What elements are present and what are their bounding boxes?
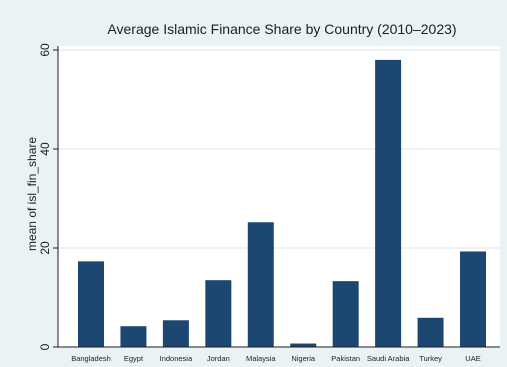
bar-saudi-arabia bbox=[375, 59, 402, 348]
x-category-label: Nigeria bbox=[291, 354, 316, 363]
y-tick-label: 20 bbox=[38, 241, 52, 255]
bar-jordan bbox=[205, 280, 232, 347]
x-category-label: Pakistan bbox=[331, 354, 360, 363]
y-tick-label: 60 bbox=[38, 43, 52, 57]
gridlines bbox=[58, 49, 500, 249]
x-category-label: UAE bbox=[465, 354, 480, 363]
x-category-label: Bangladesh bbox=[71, 354, 111, 363]
bar-indonesia bbox=[162, 320, 189, 347]
x-category-label: Malaysia bbox=[246, 354, 276, 363]
y-tick-label: 0 bbox=[38, 343, 52, 350]
x-category-label: Turkey bbox=[419, 354, 442, 363]
bar-nigeria bbox=[290, 343, 317, 347]
x-category-label: Egypt bbox=[124, 354, 144, 363]
chart-title: Average Islamic Finance Share by Country… bbox=[107, 21, 456, 37]
x-category-label: Indonesia bbox=[160, 354, 193, 363]
plot-area bbox=[58, 46, 500, 347]
y-axis-label: mean of isl_fin_share bbox=[25, 137, 39, 251]
bar-pakistan bbox=[332, 281, 359, 347]
x-category-label: Saudi Arabia bbox=[367, 354, 410, 363]
x-category-label: Jordan bbox=[207, 354, 230, 363]
bars bbox=[78, 59, 486, 348]
y-axis-ticks: 0 20 40 60 bbox=[38, 43, 58, 350]
bar-bangladesh bbox=[78, 261, 104, 347]
bar-turkey bbox=[417, 317, 444, 347]
y-tick-label: 40 bbox=[38, 142, 52, 156]
bar-uae bbox=[460, 251, 486, 347]
bar-malaysia bbox=[247, 222, 274, 347]
x-axis-categories: Bangladesh Egypt Indonesia Jordan Malaysia Ni… bbox=[71, 354, 481, 363]
bar-egypt bbox=[120, 326, 147, 347]
